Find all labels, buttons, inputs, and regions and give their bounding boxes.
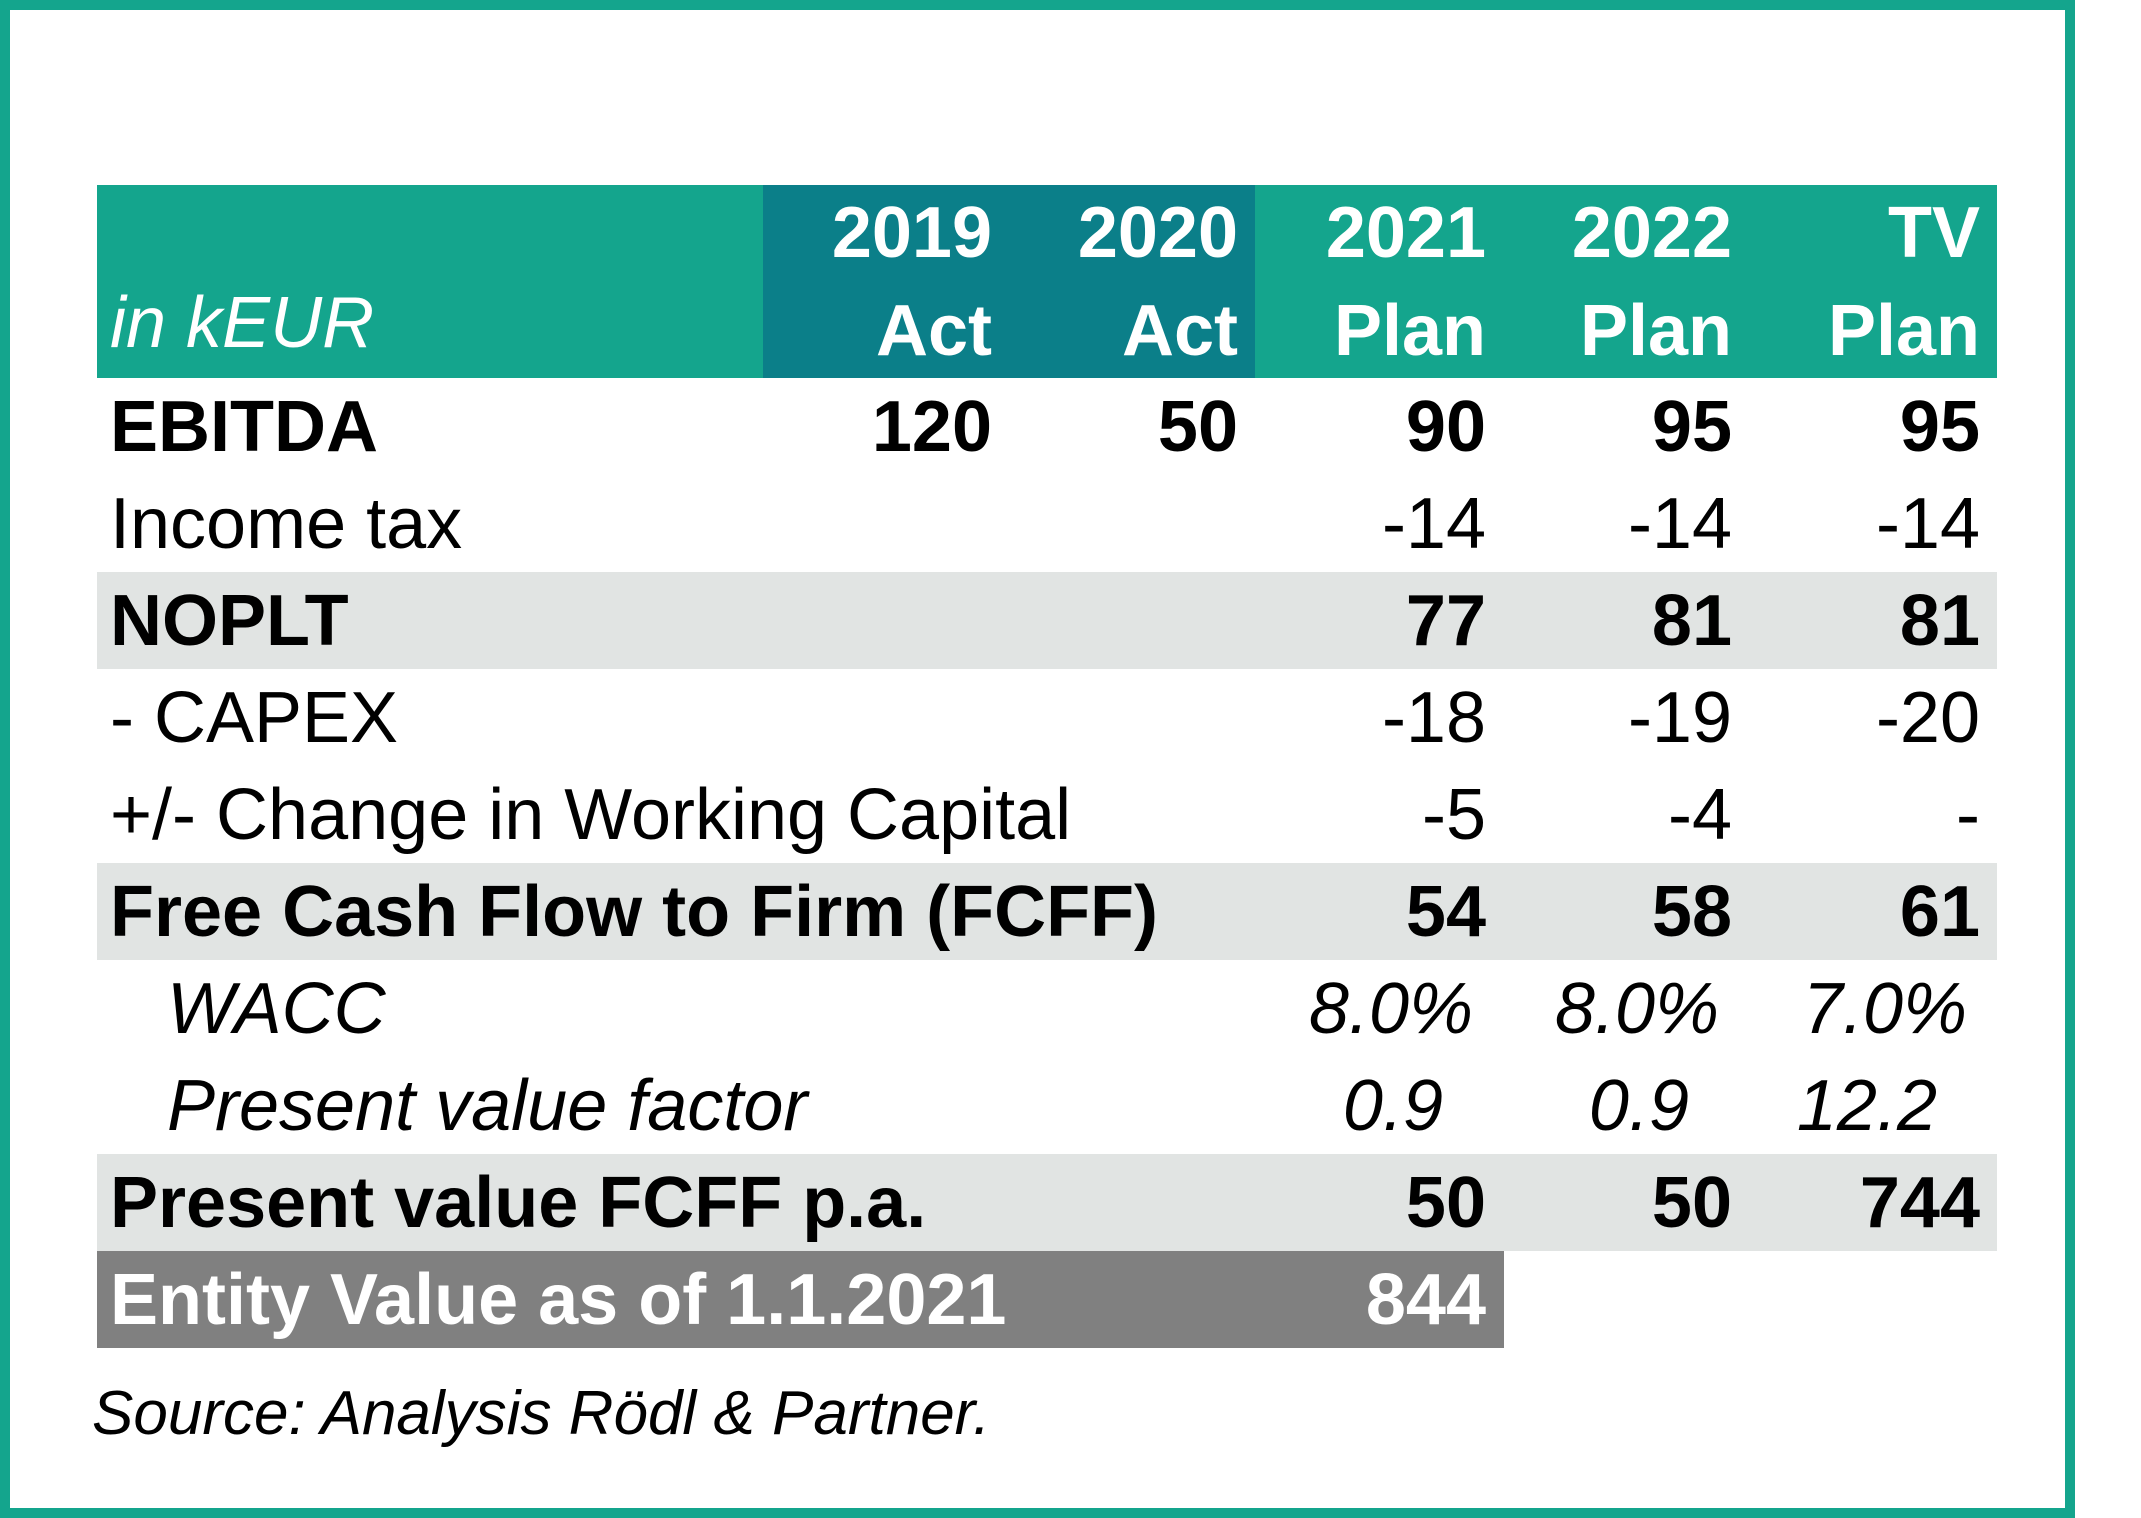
row-label: Present value factor <box>167 1065 808 1146</box>
column-header-tv: TV Plan <box>1749 185 1997 378</box>
row-label: NOPLT <box>110 580 349 661</box>
cell-tv: -20 <box>1875 677 1980 758</box>
column-year: 2019 <box>831 192 992 273</box>
column-type: Act <box>1121 290 1238 371</box>
entity-value-amount: 844 <box>1365 1259 1486 1340</box>
cell-2022: 58 <box>1651 871 1732 952</box>
column-type: Plan <box>1579 290 1732 371</box>
column-year: 2021 <box>1325 192 1486 273</box>
cell-2019: 120 <box>871 386 992 467</box>
row-ebitda: EBITDA 120 50 90 95 95 <box>97 378 1997 475</box>
column-header-2020: 2020 Act <box>1009 185 1255 378</box>
cell-2022: -4 <box>1667 774 1732 855</box>
row-pv-factor: Present value factor 0.9 0.9 12.2 <box>97 1057 1997 1154</box>
cell-tv: - <box>1956 774 1980 855</box>
column-header-2021: 2021 Plan <box>1255 185 1503 378</box>
figure-frame <box>0 0 2075 1518</box>
cell-2021: 54 <box>1405 871 1486 952</box>
row-label: Income tax <box>110 483 463 564</box>
valuation-table: in kEUR 2019 Act 2020 Act 2021 Plan 2022… <box>97 185 1997 1348</box>
column-type: Act <box>875 290 992 371</box>
row-label: Present value FCFF p.a. <box>110 1162 927 1243</box>
cell-2022: 0.9 <box>1588 1065 1689 1146</box>
source-note: Source: Analysis Rödl & Partner. <box>92 1379 991 1448</box>
cell-2021: -5 <box>1421 774 1486 855</box>
cell-2021: 90 <box>1405 386 1486 467</box>
column-header-2019: 2019 Act <box>763 185 1009 378</box>
cell-tv: 12.2 <box>1796 1065 1937 1146</box>
row-label: Free Cash Flow to Firm (FCFF) <box>110 871 1159 952</box>
cell-tv: 95 <box>1899 386 1980 467</box>
column-year: 2020 <box>1077 192 1238 273</box>
row-fcff: Free Cash Flow to Firm (FCFF) 54 58 61 <box>97 863 1997 960</box>
cell-2021: 50 <box>1405 1162 1486 1243</box>
column-header-2022: 2022 Plan <box>1503 185 1749 378</box>
row-working-capital: +/- Change in Working Capital -5 -4 - <box>97 766 1997 863</box>
cell-2022: 50 <box>1651 1162 1732 1243</box>
cell-2021: -14 <box>1381 483 1486 564</box>
entity-value-label: Entity Value as of 1.1.2021 <box>110 1259 1007 1340</box>
row-income-tax: Income tax -14 -14 -14 <box>97 475 1997 572</box>
cell-2022: 95 <box>1651 386 1732 467</box>
cell-tv: 7.0% <box>1802 968 1967 1049</box>
row-label: - CAPEX <box>110 677 399 758</box>
row-pv-fcff: Present value FCFF p.a. 50 50 744 <box>97 1154 1997 1251</box>
cell-tv: 744 <box>1859 1162 1980 1243</box>
column-year: TV <box>1887 192 1980 273</box>
cell-2021: -18 <box>1381 677 1486 758</box>
unit-label: in kEUR <box>110 283 375 363</box>
table-header: in kEUR 2019 Act 2020 Act 2021 Plan 2022… <box>97 185 1997 378</box>
entity-value-row: Entity Value as of 1.1.2021 844 <box>97 1251 1504 1348</box>
row-label: +/- Change in Working Capital <box>110 774 1072 855</box>
cell-tv: -14 <box>1875 483 1980 564</box>
cell-2022: -14 <box>1627 483 1732 564</box>
cell-2021: 8.0% <box>1308 968 1473 1049</box>
column-type: Plan <box>1827 290 1980 371</box>
column-year: 2022 <box>1571 192 1732 273</box>
cell-2022: -19 <box>1627 677 1732 758</box>
cell-2021: 77 <box>1405 580 1486 661</box>
cell-2022: 81 <box>1651 580 1732 661</box>
cell-tv: 81 <box>1899 580 1980 661</box>
row-capex: - CAPEX -18 -19 -20 <box>97 669 1997 766</box>
cell-2020: 50 <box>1157 386 1238 467</box>
cell-2021: 0.9 <box>1342 1065 1443 1146</box>
cell-2022: 8.0% <box>1554 968 1719 1049</box>
cell-tv: 61 <box>1899 871 1980 952</box>
column-type: Plan <box>1333 290 1486 371</box>
row-label: EBITDA <box>110 386 378 467</box>
row-noplt: NOPLT 77 81 81 <box>97 572 1997 669</box>
row-wacc: WACC 8.0% 8.0% 7.0% <box>97 960 1997 1057</box>
row-label: WACC <box>167 968 386 1049</box>
